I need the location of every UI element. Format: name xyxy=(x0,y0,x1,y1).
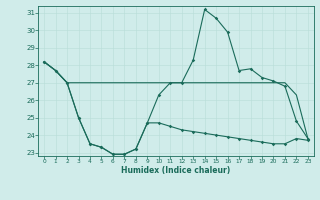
X-axis label: Humidex (Indice chaleur): Humidex (Indice chaleur) xyxy=(121,166,231,175)
